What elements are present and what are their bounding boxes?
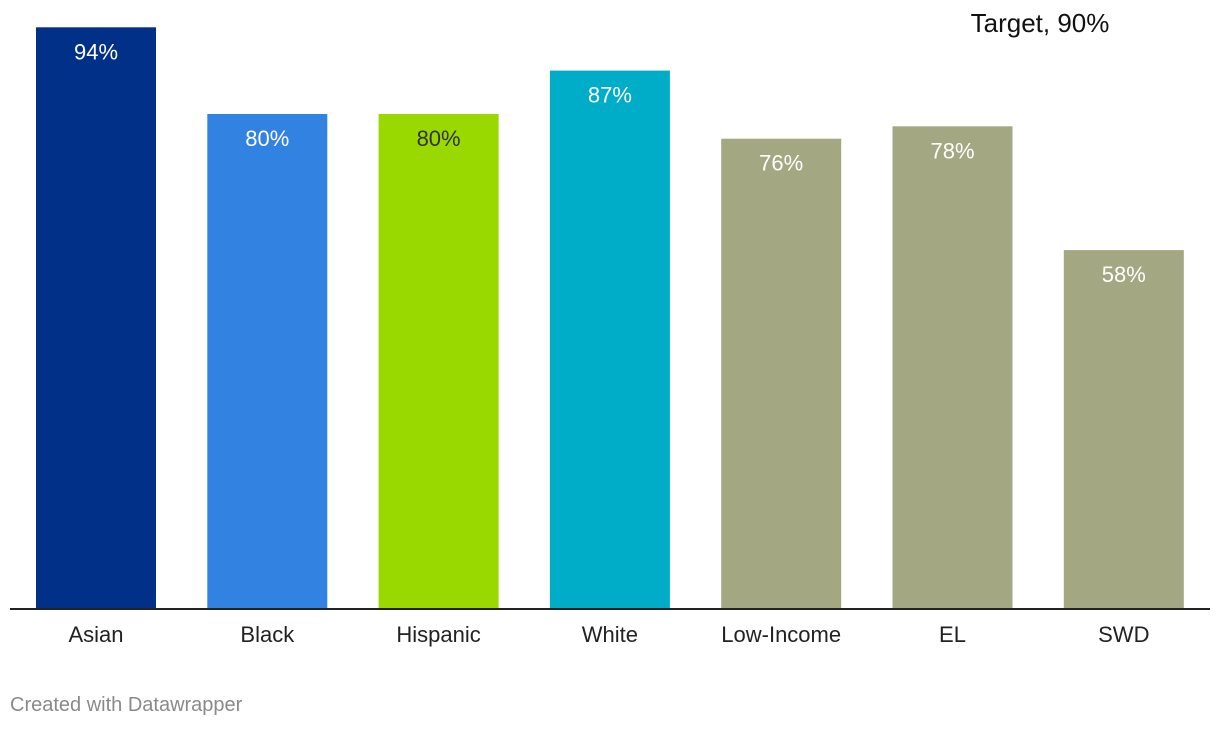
target-annotation: Target, 90% bbox=[971, 8, 1110, 38]
bar-low-income bbox=[721, 138, 842, 609]
value-label-swd: 58% bbox=[1102, 262, 1146, 287]
bar-chart: 94% 80% 80% 87% 76% 78% 58% Asian Black Hispanic… bbox=[10, 8, 1210, 647]
category-label-hispanic: Hispanic bbox=[396, 622, 480, 647]
value-label-black: 80% bbox=[245, 126, 289, 151]
value-label-white: 87% bbox=[588, 83, 632, 108]
bar-hispanic bbox=[378, 114, 499, 609]
bar-asian bbox=[36, 27, 156, 610]
datawrapper-credit: Created with Datawrapper bbox=[10, 694, 243, 716]
category-labels-group: Asian Black Hispanic White Low-Income EL SWD bbox=[68, 622, 1149, 647]
bar-black bbox=[207, 114, 328, 609]
category-label-swd: SWD bbox=[1098, 622, 1149, 647]
bar-swd bbox=[1063, 250, 1184, 609]
bars-group bbox=[36, 27, 1184, 610]
value-label-el: 78% bbox=[930, 138, 974, 163]
bar-white bbox=[549, 70, 670, 610]
category-label-low-income: Low-Income bbox=[721, 622, 841, 647]
value-label-low-income: 76% bbox=[759, 151, 803, 176]
value-labels-group: 94% 80% 80% 87% 76% 78% 58% bbox=[74, 39, 1146, 287]
value-label-hispanic: 80% bbox=[417, 126, 461, 151]
category-label-black: Black bbox=[240, 622, 295, 647]
category-label-asian: Asian bbox=[68, 622, 123, 647]
category-label-el: EL bbox=[939, 622, 966, 647]
bar-el bbox=[892, 126, 1013, 610]
value-label-asian: 94% bbox=[74, 39, 118, 64]
category-label-white: White bbox=[582, 622, 638, 647]
